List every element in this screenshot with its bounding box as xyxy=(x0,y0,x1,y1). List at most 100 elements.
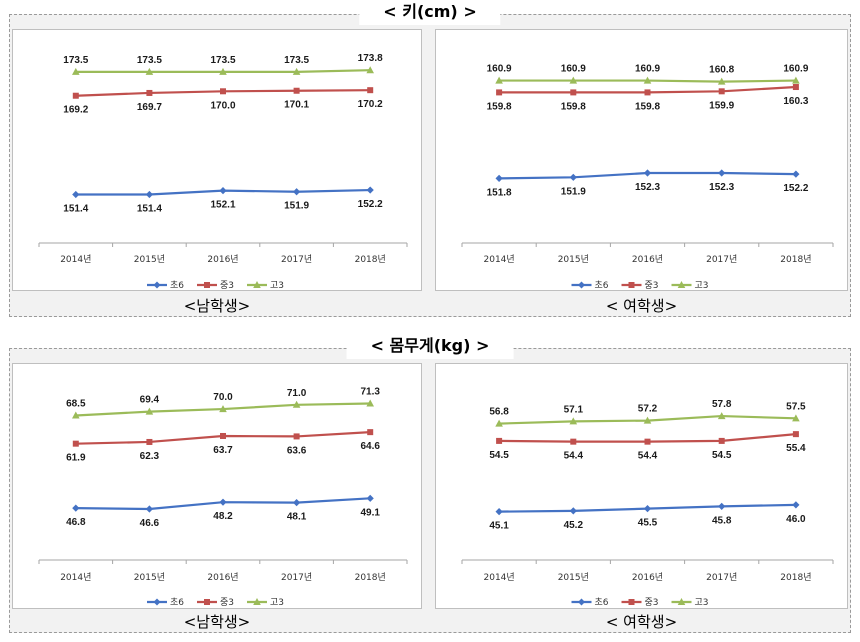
weight-female-caption: < 여학생> xyxy=(605,613,678,631)
data-label: 151.9 xyxy=(284,201,309,212)
data-point-marker xyxy=(792,170,800,178)
data-point-marker xyxy=(366,66,374,74)
data-label: 54.4 xyxy=(638,451,658,462)
data-point-marker xyxy=(72,92,79,99)
data-point-marker xyxy=(145,407,154,415)
data-label: 71.3 xyxy=(360,387,380,398)
x-tick-label: 2015년 xyxy=(134,572,165,583)
legend-label: 고3 xyxy=(270,281,284,291)
legend-label: 고3 xyxy=(695,281,709,291)
data-label: 63.6 xyxy=(287,445,307,456)
x-tick-label: 2018년 xyxy=(780,572,811,583)
data-point-marker xyxy=(72,190,80,199)
data-point-marker xyxy=(569,173,577,181)
x-tick-label: 2017년 xyxy=(706,254,737,265)
weight-male-chart: 2014년 2015년 2016년 2017년 2018년 46.8 46.6 48.2 48.… xyxy=(38,387,408,608)
data-point-marker xyxy=(292,400,301,408)
height-female-panel: 2014년 2015년 2016년 2017년 2018년 151.8 151.9 152.3… xyxy=(435,29,848,291)
weight-female-chart: 2014년 2015년 2016년 2017년 2018년 45.1 45.2 45.5 45.… xyxy=(461,399,834,608)
data-label: 159.8 xyxy=(635,101,660,112)
legend-label: 고3 xyxy=(695,598,709,608)
data-point-marker xyxy=(718,437,725,444)
data-label: 45.1 xyxy=(489,521,509,532)
legend-marker xyxy=(153,281,161,289)
data-label: 46.0 xyxy=(786,514,806,525)
x-tick-label: 2016년 xyxy=(207,572,238,583)
x-tick-label: 2016년 xyxy=(632,572,663,583)
data-label: 170.1 xyxy=(284,100,309,111)
height-female-caption: < 여학생> xyxy=(605,297,678,315)
data-point-marker xyxy=(293,433,300,440)
data-label: 151.9 xyxy=(561,186,586,197)
data-label: 160.9 xyxy=(561,64,586,75)
data-point-marker xyxy=(145,190,153,199)
data-point-marker xyxy=(569,76,578,84)
data-point-marker xyxy=(219,67,227,75)
x-tick-label: 2018년 xyxy=(355,254,386,265)
data-point-marker xyxy=(718,169,726,177)
data-point-marker xyxy=(219,498,227,506)
legend-label: 고3 xyxy=(270,598,284,608)
legend-label: 중3 xyxy=(220,280,234,291)
height-male-chart: 2014년 2015년 2016년 2017년 2018년 151.4 151.4 152.1… xyxy=(38,53,408,291)
data-point-marker xyxy=(72,440,79,447)
data-point-marker xyxy=(293,499,301,507)
legend-marker xyxy=(578,598,585,606)
data-label: 173.8 xyxy=(358,53,383,64)
legend-marker xyxy=(253,281,261,288)
data-label: 160.9 xyxy=(635,64,660,75)
data-label: 45.5 xyxy=(638,518,658,529)
data-label: 173.5 xyxy=(63,55,88,66)
height-male-panel: 2014년 2015년 2016년 2017년 2018년 151.4 151.4 152.1… xyxy=(12,29,422,291)
data-point-marker xyxy=(72,67,80,75)
weight-section-title: < 몸무게(kg) > xyxy=(346,333,514,359)
data-point-marker xyxy=(292,67,301,75)
x-tick-label: 2014년 xyxy=(484,254,515,265)
weight-male-panel: 2014년 2015년 2016년 2017년 2018년 46.8 46.6 48.2 48.… xyxy=(12,363,422,609)
data-point-marker xyxy=(367,87,374,94)
data-label: 70.0 xyxy=(213,392,233,403)
legend-marker xyxy=(253,598,261,605)
data-point-marker xyxy=(792,76,800,84)
height-female-chart: 2014년 2015년 2016년 2017년 2018년 151.8 151.9 152.3… xyxy=(461,64,834,291)
data-point-marker xyxy=(145,505,153,513)
legend-label: 중3 xyxy=(220,597,234,608)
data-point-marker xyxy=(220,432,226,439)
data-label: 170.2 xyxy=(358,99,383,110)
data-label: 173.5 xyxy=(137,55,162,66)
data-point-marker xyxy=(643,416,652,424)
data-label: 160.8 xyxy=(709,65,734,76)
x-tick-label: 2014년 xyxy=(60,254,91,265)
data-label: 169.7 xyxy=(137,102,162,113)
legend-label: 중3 xyxy=(645,280,659,291)
data-label: 173.5 xyxy=(210,55,235,66)
data-label: 152.2 xyxy=(358,199,383,210)
legend-marker xyxy=(628,599,635,605)
data-label: 48.1 xyxy=(287,512,307,523)
data-label: 173.5 xyxy=(284,55,309,66)
data-point-marker xyxy=(717,77,726,85)
data-point-marker xyxy=(366,399,374,407)
data-label: 159.9 xyxy=(709,100,734,111)
x-tick-label: 2014년 xyxy=(60,572,91,583)
x-tick-label: 2015년 xyxy=(134,254,165,265)
data-point-marker xyxy=(366,494,374,502)
data-point-marker xyxy=(718,88,725,95)
data-point-marker xyxy=(496,437,503,444)
data-point-marker xyxy=(367,429,374,436)
data-point-marker xyxy=(219,187,227,195)
data-label: 45.2 xyxy=(564,520,584,531)
data-point-marker xyxy=(366,186,374,194)
height-male-caption: <남학생> xyxy=(183,297,251,315)
data-point-marker xyxy=(72,504,80,512)
data-label: 152.1 xyxy=(210,200,235,211)
data-label: 151.4 xyxy=(137,203,162,214)
data-label: 170.0 xyxy=(210,100,235,111)
data-label: 152.3 xyxy=(635,182,660,193)
data-point-marker xyxy=(146,89,153,96)
x-tick-label: 2018년 xyxy=(780,254,811,265)
data-label: 55.4 xyxy=(786,443,806,454)
data-label: 49.1 xyxy=(360,507,380,518)
legend-label: 초6 xyxy=(595,597,609,608)
data-point-marker xyxy=(496,89,503,96)
